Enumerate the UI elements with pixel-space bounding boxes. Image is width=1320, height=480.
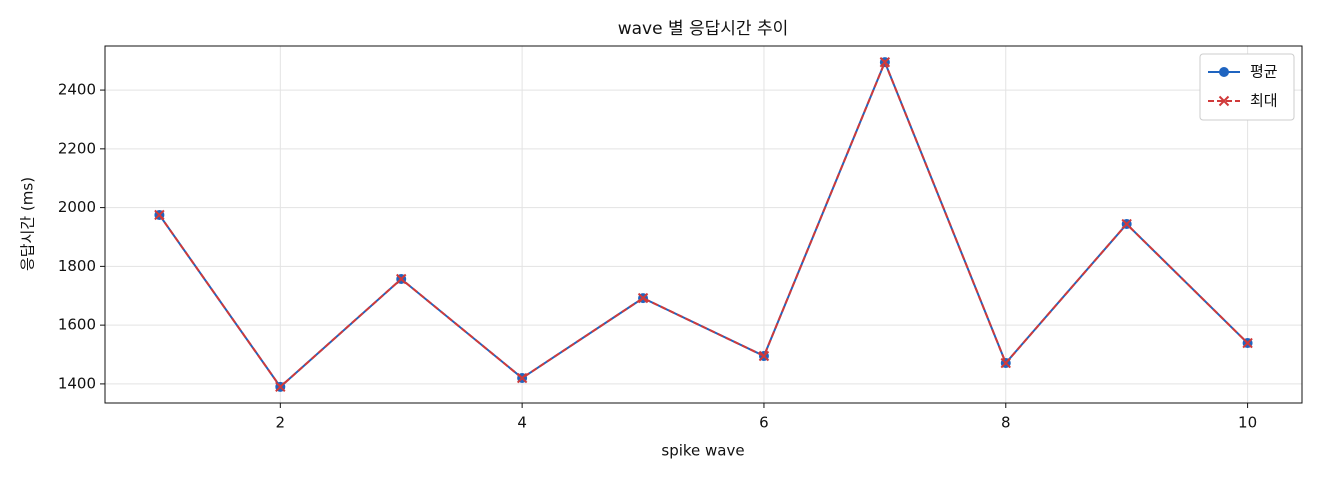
plot-frame [104, 45, 1303, 404]
marker [1218, 95, 1230, 107]
y-tick-label: 1800 [58, 257, 96, 275]
y-tick-label: 1600 [58, 316, 96, 334]
marker [275, 381, 286, 393]
y-axis-label: 응답시간 (ms) [19, 177, 37, 271]
line [158, 59, 1249, 389]
y-tick-label: 2400 [58, 81, 96, 99]
marker [1242, 337, 1253, 349]
marker [1219, 67, 1229, 77]
marker [1121, 218, 1132, 230]
y-tick-label: 1400 [58, 374, 96, 392]
marker [154, 209, 165, 221]
legend-box [1199, 53, 1295, 121]
marker [879, 56, 891, 68]
y-tick-label: 2200 [58, 139, 96, 157]
chart-title: wave 별 응답시간 추이 [618, 19, 789, 39]
x-axis-label: spike wave [661, 442, 744, 460]
y-tick-label: 2000 [58, 198, 96, 216]
marker [1000, 357, 1011, 369]
x-tick-label: 6 [759, 414, 769, 432]
x-tick-label: 10 [1238, 414, 1257, 432]
legend-label: 최대 [1250, 92, 1278, 110]
line [158, 59, 1249, 389]
marker [516, 372, 528, 384]
x-tick-label: 2 [276, 414, 286, 432]
legend-label: 평균 [1250, 63, 1278, 81]
x-tick-label: 4 [517, 414, 527, 432]
marker [396, 273, 407, 285]
x-tick-label: 8 [1001, 414, 1011, 432]
marker [758, 350, 770, 362]
marker [637, 292, 649, 304]
